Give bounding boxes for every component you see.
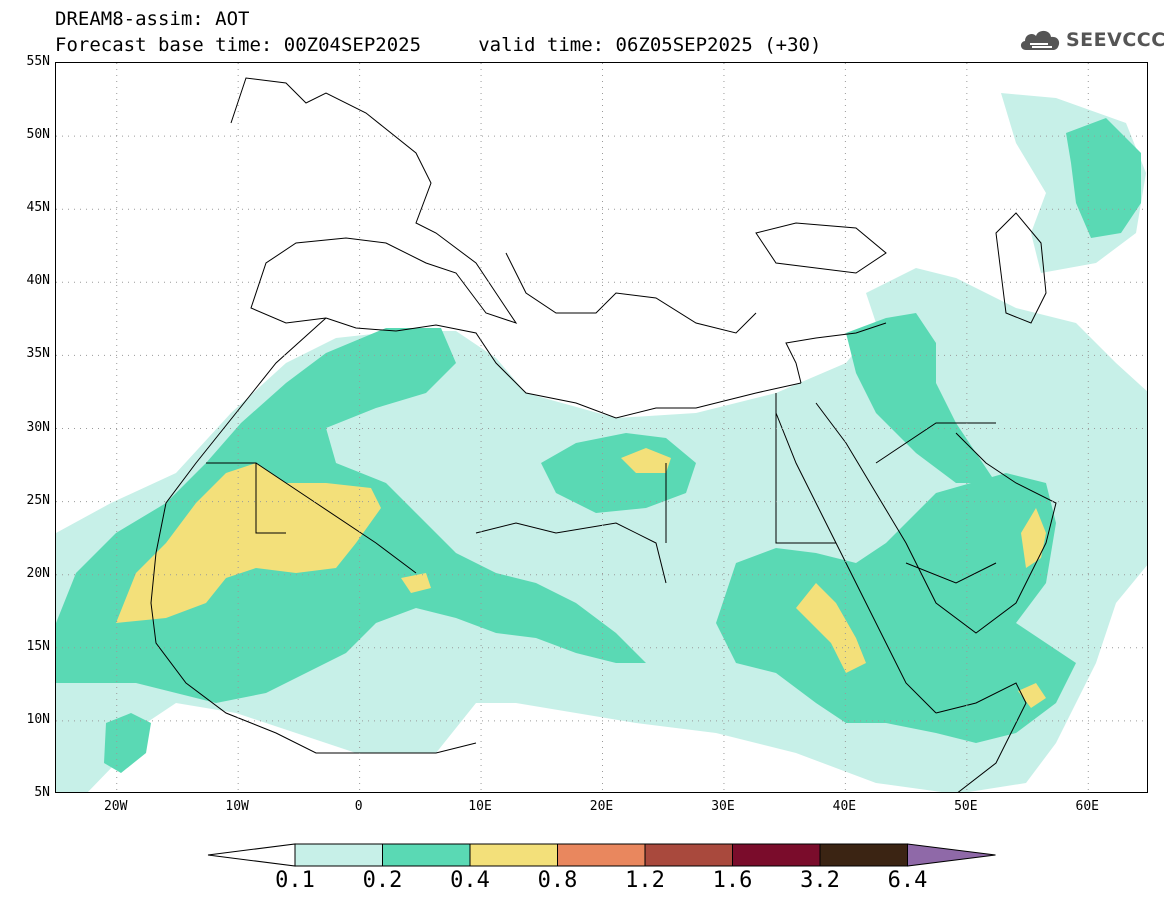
lat-tick-label: 25N <box>26 492 50 508</box>
lon-tick-label: 40E <box>832 799 857 814</box>
aot-moderate-kazakh <box>1066 118 1141 238</box>
lat-tick-label: 45N <box>26 200 50 216</box>
aot-moderate-mesopotamia <box>846 313 996 483</box>
lat-tick-label: 20N <box>26 565 50 581</box>
aot-high-libya <box>621 448 671 473</box>
logo-text: SEEVCCC <box>1066 29 1165 51</box>
horn-coast <box>935 682 1027 792</box>
lon-tick-label: 10W <box>225 799 249 814</box>
lat-tick-label: 30N <box>26 419 50 435</box>
mediterranean-inner <box>505 252 757 334</box>
colorbar-arrow-high <box>907 843 996 867</box>
aot-high-ethiopia <box>796 583 866 673</box>
lon-tick-label: 20E <box>589 799 614 814</box>
colorbar-swatch <box>644 843 733 867</box>
lat-tick-label: 35N <box>26 346 50 362</box>
lat-tick-label: 50N <box>26 127 50 143</box>
levant-coast <box>785 322 887 384</box>
colorbar-label: 1.6 <box>712 868 753 893</box>
aot-high-mauritania <box>116 463 381 623</box>
colorbar-label: 3.2 <box>800 868 840 893</box>
colorbar-swatch <box>469 843 558 867</box>
graticule <box>56 63 1147 792</box>
coastlines <box>150 77 1057 792</box>
black-sea-coast <box>755 222 887 274</box>
lon-tick-label: 50E <box>954 799 978 814</box>
aot-high-layer <box>116 448 1046 708</box>
colorbar-label: 0.4 <box>450 868 490 893</box>
lon-tick-label: 30E <box>711 799 735 814</box>
lat-tick-label: 5N <box>34 785 50 800</box>
cloud-icon <box>1020 30 1060 50</box>
colorbar-label: 0.1 <box>275 868 315 893</box>
map-area <box>55 62 1148 793</box>
caspian-coast <box>995 212 1047 324</box>
aot-high-mali <box>401 573 431 593</box>
border-lines <box>206 393 997 584</box>
europe-coast <box>230 77 518 324</box>
colorbar-swatch <box>382 843 471 867</box>
lon-tick-label: 0 <box>354 799 363 814</box>
lat-tick-label: 15N <box>26 638 50 654</box>
aot-high-oman <box>1021 508 1046 568</box>
lon-tick-label: 10E <box>468 799 492 814</box>
aot-high-somalia <box>1018 683 1046 708</box>
red-sea-coast <box>775 412 937 714</box>
colorbar-label: 1.2 <box>625 868 665 893</box>
colorbar-arrow-low <box>207 843 296 867</box>
aot-moderate-horn <box>716 473 1076 743</box>
colorbar-swatch <box>732 843 821 867</box>
colorbar <box>207 843 996 867</box>
lon-tick-label: 20W <box>103 799 128 814</box>
colorbar-swatch <box>294 843 383 867</box>
forecast-times: Forecast base time: 00Z04SEP2025 valid t… <box>55 34 822 56</box>
seevccc-logo: SEEVCCC <box>1018 26 1165 54</box>
colorbar-swatch <box>557 843 646 867</box>
aot-moderate-gulf-guinea <box>104 713 151 773</box>
north-africa-coast <box>325 317 802 419</box>
colorbar-label: 6.4 <box>887 868 928 893</box>
lat-tick-label: 40N <box>26 273 50 289</box>
west-africa-coast <box>150 317 477 754</box>
lat-tick-label: 55N <box>26 54 50 69</box>
colorbar-swatch <box>819 843 908 867</box>
arabia-coast <box>815 402 1057 634</box>
colorbar-label: 0.8 <box>537 868 578 893</box>
colorbar-label: 0.2 <box>362 868 403 893</box>
map-title: DREAM8-assim: AOT <box>55 8 250 30</box>
lon-tick-label: 60E <box>1075 799 1099 814</box>
lat-tick-label: 10N <box>26 711 50 727</box>
